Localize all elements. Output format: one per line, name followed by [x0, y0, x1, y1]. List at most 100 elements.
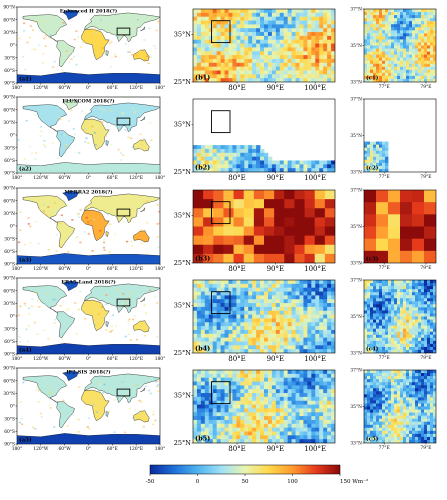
lat-tick-label: 60°S: [4, 159, 15, 164]
zoom-map-panel: 37°N 35°N 33°N 77°E 79°E (c3): [350, 189, 437, 271]
lon-tick-label: 0°: [86, 86, 91, 91]
lon-tick-label: 100°E: [304, 174, 326, 182]
lat-tick-label: 35°N: [174, 302, 192, 310]
lat-tick-label: 30°N: [3, 121, 15, 126]
lon-tick-label: 180°: [155, 447, 166, 452]
lat-tick-label: 90°N: [3, 6, 15, 11]
lon-tick-label: 77°E: [379, 85, 390, 90]
world-panel-title: ERA5-Land 2018(?): [61, 279, 116, 286]
lat-tick-label: 0°: [10, 44, 15, 49]
region-map-panel: 35°N 25°N 80°E 90°E 100°E (b2): [174, 98, 336, 182]
panel-label: (a4): [19, 347, 32, 354]
lon-tick-label: 180°: [155, 86, 166, 91]
lat-tick-label: 35°N: [350, 315, 362, 320]
lat-tick-label: 35°N: [174, 31, 192, 39]
panel-label: (a1): [19, 76, 32, 83]
zoom-box: [211, 110, 231, 134]
zoom-map-panel: 37°N 35°N 33°N 77°E 79°E (c2): [350, 98, 437, 180]
lat-tick-label: 37°N: [350, 98, 362, 103]
colorbar-tick-label: 0: [196, 479, 200, 485]
lat-tick-label: 30°N: [3, 392, 15, 397]
lat-tick-label: 30°N: [3, 31, 15, 36]
lat-tick-label: 30°S: [4, 417, 15, 422]
panel-label: (b1): [195, 74, 210, 82]
lon-tick-label: 60°W: [59, 447, 72, 452]
lat-tick-label: 35°N: [350, 134, 362, 139]
colorbar: -50 0 50 100 150 Wm⁻²: [146, 464, 368, 485]
zoom-box: [211, 381, 231, 405]
lon-tick-label: 79°E: [420, 175, 431, 180]
lat-tick-label: 25°N: [174, 78, 192, 86]
lat-tick-label: 0°: [10, 134, 15, 139]
panel-label: (b5): [195, 435, 210, 443]
region-box: [116, 298, 131, 307]
lon-tick-label: 180°: [12, 357, 23, 362]
lat-tick-label: 37°N: [350, 279, 362, 284]
lon-tick-label: 60°W: [59, 176, 72, 181]
lat-tick-label: 35°N: [174, 212, 192, 220]
lon-tick-label: 100°E: [304, 84, 326, 92]
lon-tick-label: 80°E: [228, 84, 246, 92]
lat-tick-label: 90°N: [3, 367, 15, 372]
lat-tick-label: 60°N: [3, 18, 15, 23]
lon-tick-label: 90°E: [267, 174, 285, 182]
panel-label: (c2): [366, 165, 379, 172]
region-box: [116, 208, 131, 217]
lat-tick-label: 60°N: [3, 199, 15, 204]
zoom-map-panel: 37°N 35°N 33°N 77°E 79°E (c4): [350, 279, 437, 361]
panel-label: (b4): [195, 345, 210, 353]
lon-tick-label: 77°E: [379, 266, 390, 271]
lon-tick-label: 120°W: [33, 357, 49, 362]
panel-label: (c3): [366, 256, 379, 263]
lat-tick-label: 35°N: [174, 121, 192, 129]
lon-tick-label: 77°E: [379, 356, 390, 361]
lon-tick-label: 120°W: [33, 176, 49, 181]
lon-tick-label: 120°W: [33, 267, 49, 272]
lat-tick-label: 90°S: [4, 443, 15, 448]
lon-tick-label: 79°E: [420, 356, 431, 361]
lat-tick-label: 90°N: [3, 96, 15, 101]
lat-tick-label: 30°S: [4, 146, 15, 151]
panel-label: (a3): [19, 257, 32, 264]
region-box: [116, 117, 131, 126]
region-box: [116, 27, 131, 36]
lon-tick-label: 79°E: [420, 85, 431, 90]
lat-tick-label: 90°N: [3, 277, 15, 282]
lat-tick-label: 90°S: [4, 172, 15, 177]
lon-tick-label: 100°E: [304, 445, 326, 453]
lat-tick-label: 33°N: [350, 171, 362, 176]
colorbar-tick-label: 150 Wm⁻²: [340, 478, 368, 485]
lat-tick-label: 60°N: [3, 289, 15, 294]
world-panel-title: FLUXCOM 2018(?): [62, 98, 114, 105]
lon-tick-label: 0°: [86, 357, 91, 362]
lat-tick-label: 30°S: [4, 56, 15, 61]
lon-tick-label: 79°E: [420, 446, 431, 451]
lon-tick-label: 60°W: [59, 357, 72, 362]
lat-tick-label: 35°N: [350, 44, 362, 49]
region-map-panel: 35°N 25°N 80°E 90°E 100°E (b3): [174, 189, 336, 273]
panel-label: (c5): [366, 436, 379, 443]
lon-tick-label: 79°E: [420, 266, 431, 271]
colorbar-tick-label: -50: [146, 479, 155, 485]
world-panel-title: IF2-SIS 2018(?): [66, 369, 110, 376]
lon-tick-label: 180°: [12, 447, 23, 452]
lat-tick-label: 25°N: [174, 349, 192, 357]
lat-tick-label: 0°: [10, 315, 15, 320]
lat-tick-label: 60°S: [4, 250, 15, 255]
lon-tick-label: 60°E: [107, 447, 118, 452]
world-panel-title: MERRA2 2018(?): [64, 189, 112, 196]
lat-tick-label: 33°N: [350, 81, 362, 86]
lat-tick-label: 30°N: [3, 212, 15, 217]
panel-label: (a5): [19, 437, 32, 444]
lat-tick-label: 0°: [10, 225, 15, 230]
lon-tick-label: 90°E: [267, 445, 285, 453]
lat-tick-label: 60°S: [4, 69, 15, 74]
lat-tick-label: 60°N: [3, 108, 15, 113]
lat-tick-label: 0°: [10, 405, 15, 410]
lon-tick-label: 60°E: [107, 86, 118, 91]
